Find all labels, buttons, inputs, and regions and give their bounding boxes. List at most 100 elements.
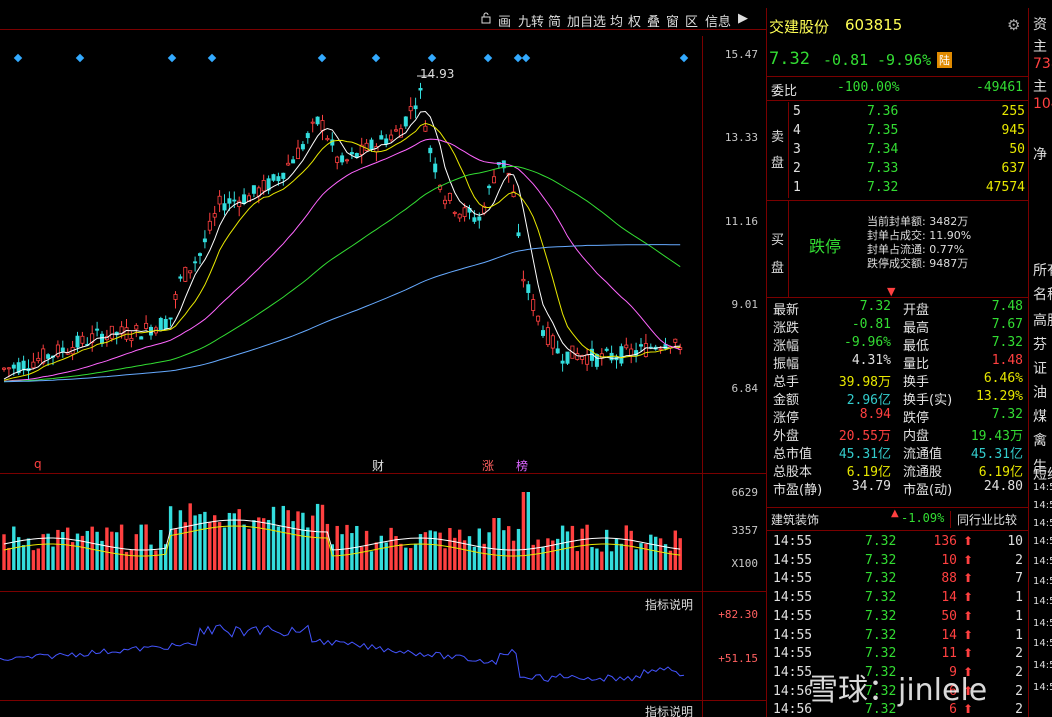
toolbar-add-watchlist[interactable]: 加自选 [567, 15, 607, 30]
tick-row: 14:55 7.32 10 ⬆ 2 [767, 553, 1029, 571]
toolbar-window[interactable]: 窗 [666, 15, 680, 30]
sell-level-row[interactable]: 3 7.34 50 [789, 142, 1029, 160]
toolbar-jiuzhuan[interactable]: 九转 [518, 15, 545, 30]
gear-icon[interactable]: ⚙ [1007, 16, 1021, 34]
volume-bar [100, 540, 104, 570]
event-diamond-icon[interactable] [317, 53, 327, 63]
candlestick-chart[interactable] [0, 36, 702, 456]
toolbar-overlay[interactable]: 叠 [647, 15, 661, 30]
candlestick [643, 333, 648, 358]
event-diamond-icon[interactable] [513, 53, 523, 63]
indicator-line [0, 624, 685, 682]
tick-count: 2 [1015, 702, 1023, 717]
price-axis-divider [702, 36, 703, 717]
tick-price: 7.32 [865, 646, 897, 662]
candlestick [197, 252, 202, 265]
sector-row: 建筑装饰 ▲ -1.09% 同行业比较 [767, 508, 1029, 529]
event-diamond-icon[interactable] [679, 53, 689, 63]
ma30-line [3, 138, 681, 382]
volume-bar [36, 548, 40, 570]
quote-row: 涨跌 -0.81 最高 7.67 [767, 317, 1029, 336]
volume-bar [355, 525, 359, 570]
collapse-chevron-icon[interactable]: ▼ [887, 285, 896, 298]
volume-bar [124, 551, 129, 570]
pane-divider [0, 473, 766, 474]
candlestick [487, 184, 492, 195]
volume-bar [203, 511, 207, 570]
volume-bar [271, 506, 276, 570]
event-diamond-icon[interactable] [167, 53, 177, 63]
volume-bar [286, 510, 290, 570]
volume-bar [379, 535, 383, 570]
volume-bar [51, 546, 55, 570]
volume-bar [164, 544, 168, 570]
sell-level-number: 4 [793, 123, 801, 138]
tick-count: 1 [1015, 590, 1023, 606]
up-arrow-icon: ⬆ [963, 646, 974, 661]
toolbar-info[interactable]: 信息 [705, 15, 732, 30]
lock-icon[interactable] [480, 11, 492, 28]
event-marker[interactable]: q [34, 457, 42, 471]
candlestick [531, 294, 536, 317]
event-diamond-icon[interactable] [427, 53, 437, 63]
tick-price: 7.32 [865, 664, 897, 680]
quote-table: 最新 7.32 开盘 7.48 涨跌 -0.81 最高 7.67 涨幅 -9.96% 最低 7.32 振… [767, 299, 1029, 499]
quote-row: 总市值 45.31亿 流通值 45.31亿 [767, 443, 1029, 462]
indicator-chart[interactable] [0, 612, 702, 702]
volume-bar [257, 517, 261, 570]
indicator-tick: +82.30 [718, 608, 758, 621]
stock-code: 603815 [845, 16, 903, 34]
volume-bar [154, 550, 158, 570]
limit-line: 当前封单额: 3482万 [867, 215, 969, 228]
volume-bar [281, 505, 285, 570]
event-marker[interactable]: 涨 [482, 457, 494, 474]
volume-bar [404, 547, 408, 570]
sector-name[interactable]: 建筑装饰 [771, 513, 820, 527]
indicator-help-link-2[interactable]: 指标说明 [645, 705, 694, 717]
toolbar-ma[interactable]: 均 [610, 15, 624, 30]
price-tick: 15.47 [724, 48, 758, 61]
volume-chart[interactable] [0, 476, 702, 572]
volume-bar [443, 548, 447, 570]
candlestick [315, 116, 320, 126]
volume-bar [590, 547, 594, 570]
toolbar-play-icon[interactable]: ▶ [738, 11, 748, 26]
candlestick [163, 315, 168, 330]
candlestick [21, 355, 26, 375]
toolbar-draw[interactable]: 画 [498, 15, 512, 30]
event-diamond-icon[interactable] [521, 53, 531, 63]
toolbar-range[interactable]: 区 [685, 15, 699, 30]
weibi-pct: -100.00% [837, 80, 900, 95]
quote-value: 6.46% [983, 371, 1023, 386]
volume-ma-line [3, 519, 681, 551]
quote-value: -0.81 [851, 317, 891, 332]
event-diamond-icon[interactable] [75, 53, 85, 63]
quote-value: 8.94 [859, 407, 891, 422]
indicator-help-link[interactable]: 指标说明 [645, 598, 694, 612]
volume-tick: 6629 [731, 486, 759, 499]
sell-level-row[interactable]: 4 7.35 945 [789, 123, 1029, 141]
event-marker[interactable]: 榜 [516, 457, 528, 474]
toolbar-simple[interactable]: 简 [548, 15, 562, 30]
event-diamond-icon[interactable] [207, 53, 217, 63]
quote-value: 7.32 [991, 407, 1023, 422]
volume-bar [311, 515, 315, 570]
quote-row: 市盈(静) 34.79 市盈(动) 24.80 [767, 479, 1029, 498]
peer-compare-button[interactable]: 同行业比较 [950, 511, 1017, 528]
side-column-text: 油 [1033, 385, 1047, 401]
event-diamond-icon[interactable] [483, 53, 493, 63]
volume-bar [159, 529, 163, 570]
volume-bar [458, 529, 462, 570]
event-marker[interactable]: 财 [372, 457, 384, 474]
sell-level-row[interactable]: 5 7.36 255 [789, 104, 1029, 122]
toolbar-rights[interactable]: 权 [628, 15, 642, 30]
quote-label: 最高 [903, 321, 930, 336]
event-diamond-icon[interactable] [371, 53, 381, 63]
sell-level-row[interactable]: 2 7.33 637 [789, 161, 1029, 179]
candlestick [295, 139, 300, 159]
tick-volume: 6 [949, 683, 957, 699]
sell-level-row[interactable]: 1 7.32 47574 [789, 180, 1029, 198]
volume-bar [374, 542, 379, 570]
event-diamond-icon[interactable] [13, 53, 23, 63]
tick-time: 14:55 [773, 590, 813, 606]
